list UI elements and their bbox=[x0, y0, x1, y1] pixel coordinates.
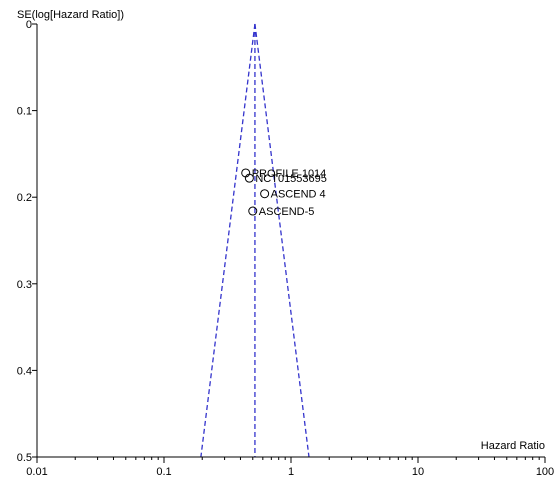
y-tick-label: 0.5 bbox=[17, 452, 32, 464]
plot-axes bbox=[36, 24, 545, 458]
funnel-right-limit bbox=[254, 23, 310, 458]
study-label: NCT01553695 bbox=[255, 173, 327, 185]
study-label: PROFILE 1014 bbox=[252, 168, 327, 180]
study-label: ASCEND 4 bbox=[271, 189, 326, 201]
y-ticks: 0 0.1 0.2 0.3 0.4 0.5 bbox=[17, 19, 37, 464]
y-tick-label: 0.1 bbox=[17, 106, 32, 118]
x-tick-label: 1 bbox=[288, 466, 294, 478]
study-label: ASCEND-5 bbox=[259, 206, 315, 218]
study-point bbox=[244, 173, 254, 183]
x-tick-label: 0.01 bbox=[26, 466, 47, 478]
y-tick-label: 0.4 bbox=[17, 365, 32, 377]
x-tick-label: 0.1 bbox=[156, 466, 171, 478]
x-ticks: 0.01 0.1 1 10 100 bbox=[26, 457, 554, 478]
x-axis-title: Hazard Ratio bbox=[481, 440, 545, 452]
study-point bbox=[248, 206, 258, 216]
x-tick-label: 10 bbox=[412, 466, 424, 478]
y-tick-label: 0.2 bbox=[17, 192, 32, 204]
y-tick-label: 0.3 bbox=[17, 279, 32, 291]
funnel-lines bbox=[200, 23, 310, 458]
y-axis-title: SE(log[Hazard Ratio]) bbox=[17, 9, 124, 21]
x-tick-label: 100 bbox=[536, 466, 554, 478]
funnel-left-limit bbox=[200, 23, 256, 458]
study-point bbox=[260, 189, 270, 199]
y-tick-label: 0 bbox=[26, 19, 32, 31]
